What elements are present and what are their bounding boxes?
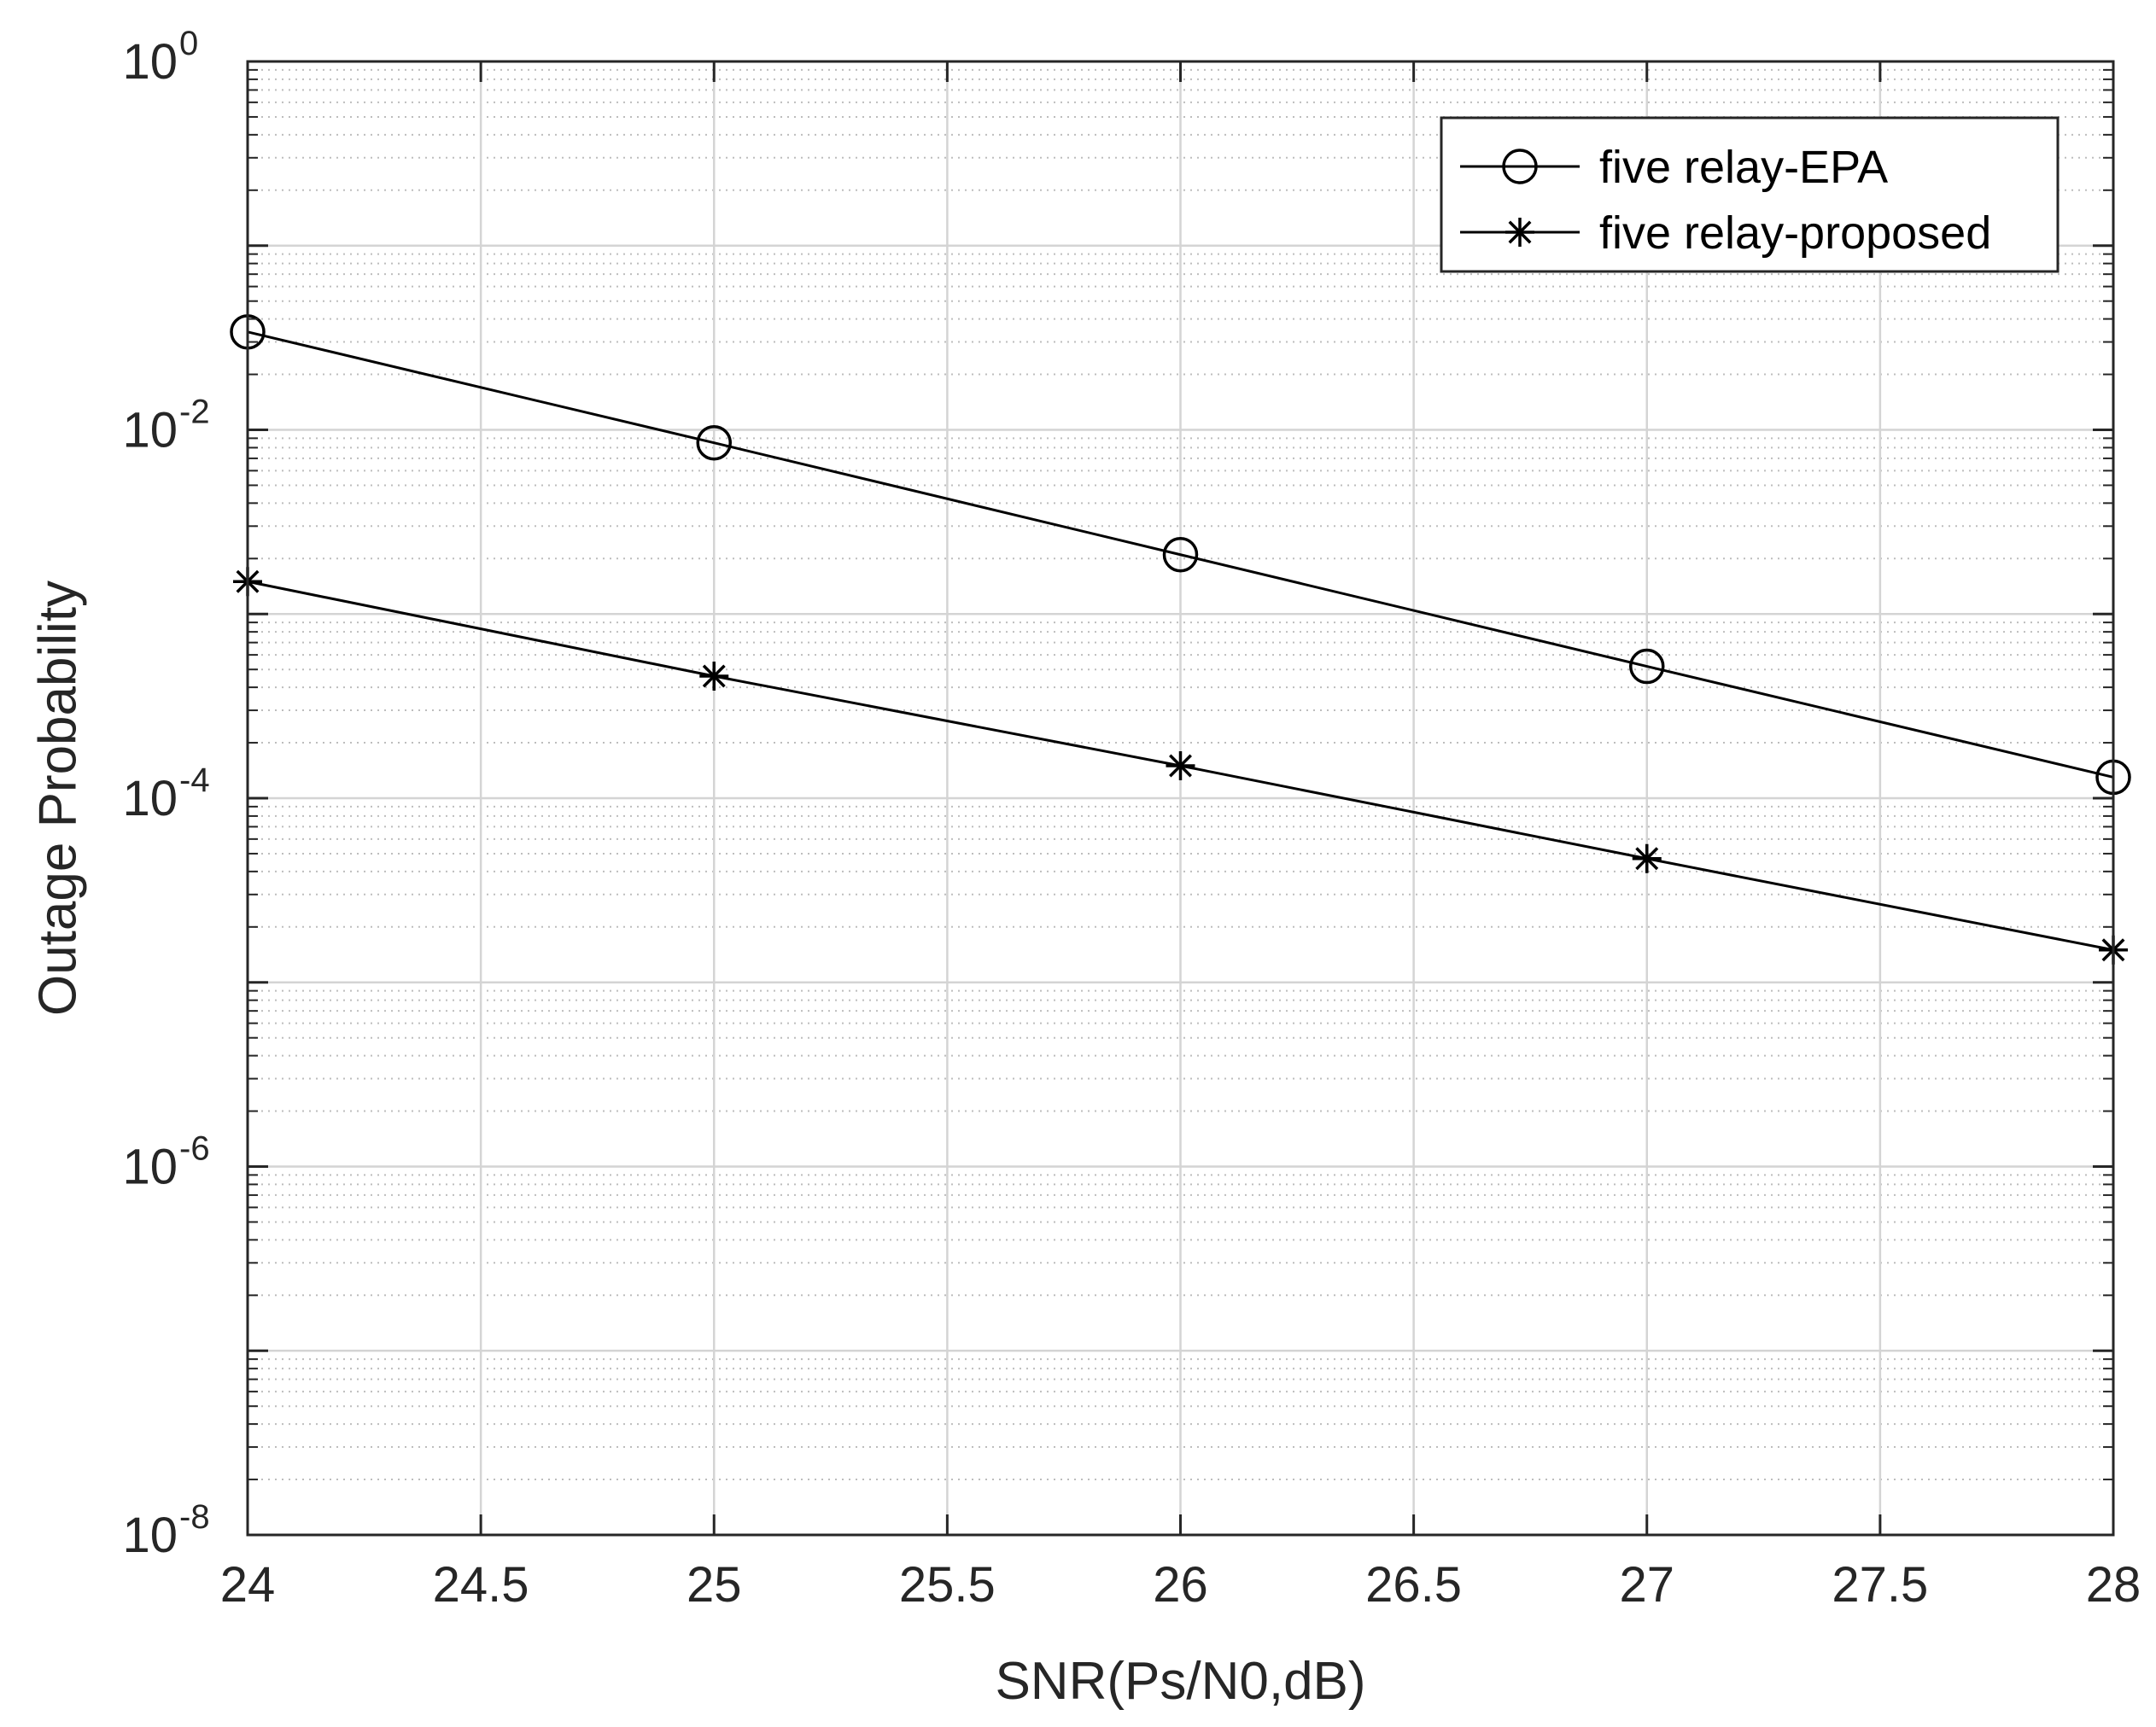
y-tick-label-base: 10 (122, 771, 178, 826)
y-tick-label: 10 0 (122, 25, 198, 90)
y-tick-label-base: 10 (122, 1508, 178, 1563)
data-point-asterisk-marker (1166, 751, 1195, 781)
data-point-asterisk-marker (699, 662, 729, 691)
legend: five relay-EPA five relay-proposed (1440, 116, 2060, 273)
legend-label: five relay-proposed (1599, 207, 1991, 259)
x-tick-label: 27.5 (1832, 1557, 1928, 1613)
data-point-asterisk-marker (1632, 843, 1662, 873)
y-tick-label: 10 -4 (122, 761, 209, 826)
y-tick-label-base: 10 (122, 34, 178, 90)
data-point-circle-marker (1162, 536, 1199, 573)
asterisk-stroke (1635, 847, 1659, 871)
plot-area (230, 60, 2131, 1537)
x-tick-label: 25 (687, 1557, 742, 1613)
y-axis-title: Outage Probability (28, 581, 87, 1016)
y-tick-label-exponent: -6 (179, 1130, 210, 1168)
x-tick-labels: 24 24.5 25 25.5 26 26.5 27 27.5 28 (220, 1557, 2141, 1613)
data-point-circle-marker (696, 424, 732, 461)
series-line (247, 330, 2114, 779)
y-tick-label-exponent: -2 (179, 394, 210, 431)
y-tick-label: 10 -8 (122, 1498, 209, 1563)
y-tick-label-base: 10 (122, 1140, 178, 1195)
x-axis-title: SNR(Ps/N0,dB) (995, 1652, 1365, 1711)
data-point-asterisk-marker (1505, 218, 1534, 247)
asterisk-stroke (1508, 220, 1532, 244)
y-tick-label-exponent: -8 (179, 1498, 210, 1536)
x-tick-label: 25.5 (899, 1557, 996, 1613)
legend-box (1440, 116, 2060, 273)
y-tick-label: 10 -2 (122, 394, 209, 458)
x-tick-label: 28 (2086, 1557, 2141, 1613)
y-tick-label: 10 -6 (122, 1130, 209, 1195)
data-point-circle-marker (1629, 648, 1665, 685)
legend-label: five relay-EPA (1599, 142, 1888, 193)
y-tick-label-base: 10 (122, 403, 178, 458)
y-tick-label-exponent: -4 (179, 761, 210, 799)
tick-mark-layer (246, 60, 2115, 1537)
x-tick-label: 26 (1153, 1557, 1208, 1613)
asterisk-stroke (1169, 754, 1192, 778)
data-point-circle-marker (1502, 149, 1538, 184)
series-layer (230, 314, 2131, 965)
x-tick-label: 27 (1619, 1557, 1674, 1613)
y-tick-label-exponent: 0 (179, 25, 198, 62)
x-tick-label: 24 (220, 1557, 276, 1613)
legend-entry: five relay-proposed (1460, 207, 1991, 259)
x-tick-label: 26.5 (1365, 1557, 1462, 1613)
asterisk-stroke (702, 664, 726, 688)
x-tick-label: 24.5 (433, 1557, 529, 1613)
legend-entry: five relay-EPA (1460, 142, 1888, 193)
